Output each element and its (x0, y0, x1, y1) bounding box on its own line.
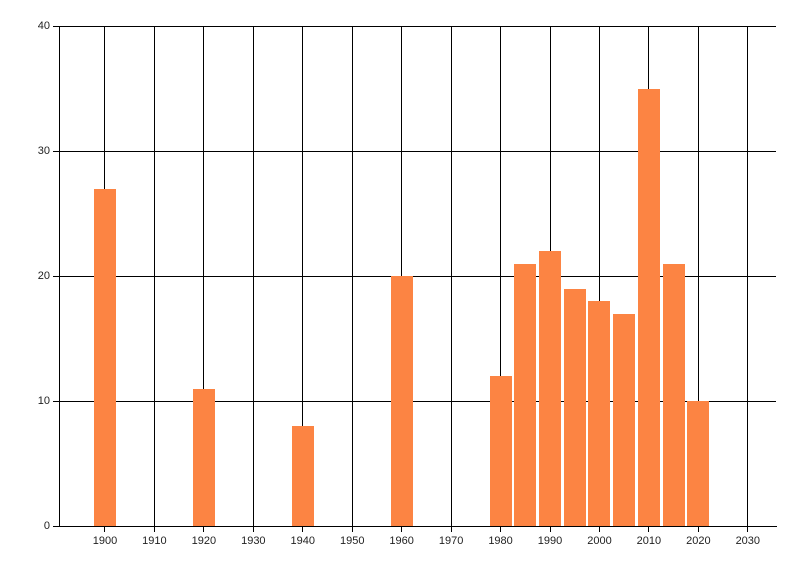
y-tick-label: 20 (37, 270, 50, 282)
x-tick-label: 2010 (636, 535, 662, 547)
y-tick-label: 0 (43, 520, 50, 532)
x-tick-mark (697, 527, 699, 532)
x-tick-mark (252, 527, 254, 532)
x-tick-label: 1930 (241, 535, 266, 547)
x-tick-mark (648, 527, 650, 532)
x-tick-label: 1970 (438, 535, 464, 547)
y-tick-mark (53, 275, 59, 277)
y-tick-mark (53, 150, 59, 152)
bar (687, 401, 710, 526)
x-tick-mark (500, 527, 502, 532)
x-tick-mark (153, 527, 155, 532)
x-tick-label: 1960 (389, 535, 414, 547)
x-tick-label: 2030 (735, 535, 761, 547)
bar (192, 388, 215, 526)
x-tick-mark (549, 527, 551, 532)
x-tick-label: 2000 (587, 535, 612, 547)
bar (637, 88, 660, 526)
bar (662, 263, 685, 526)
x-tick-mark (351, 527, 353, 532)
bar (390, 276, 413, 526)
h-gridline (59, 275, 776, 277)
h-gridline (59, 25, 776, 27)
x-axis-line (59, 526, 777, 527)
y-tick-label: 10 (37, 395, 50, 407)
x-tick-mark (598, 527, 600, 532)
h-gridline (59, 150, 776, 152)
x-tick-label: 1940 (290, 535, 315, 547)
y-tick-mark (53, 525, 59, 527)
bar (563, 288, 586, 526)
x-tick-label: 1910 (142, 535, 167, 547)
y-axis-line (59, 26, 60, 526)
bar (291, 426, 314, 526)
bar (489, 376, 512, 526)
x-tick-label: 1990 (537, 535, 563, 547)
bar (588, 301, 611, 526)
x-tick-mark (401, 527, 403, 532)
y-tick-mark (53, 25, 59, 27)
x-tick-label: 1950 (339, 535, 365, 547)
h-gridline (59, 400, 776, 402)
bar (514, 263, 537, 526)
x-tick-mark (747, 527, 749, 532)
x-tick-mark (450, 527, 452, 532)
plot-area (59, 25, 776, 526)
y-tick-label: 40 (37, 20, 50, 32)
bar (539, 251, 562, 526)
x-tick-label: 1980 (488, 535, 513, 547)
y-tick-mark (53, 400, 59, 402)
bar (93, 188, 116, 526)
x-tick-label: 1900 (92, 535, 118, 547)
x-tick-mark (203, 527, 205, 532)
bar (613, 313, 636, 526)
y-tick-label: 30 (37, 145, 50, 157)
x-tick-mark (104, 527, 106, 532)
x-tick-label: 2020 (686, 535, 711, 547)
x-tick-label: 1920 (191, 535, 217, 547)
x-tick-mark (302, 527, 304, 532)
